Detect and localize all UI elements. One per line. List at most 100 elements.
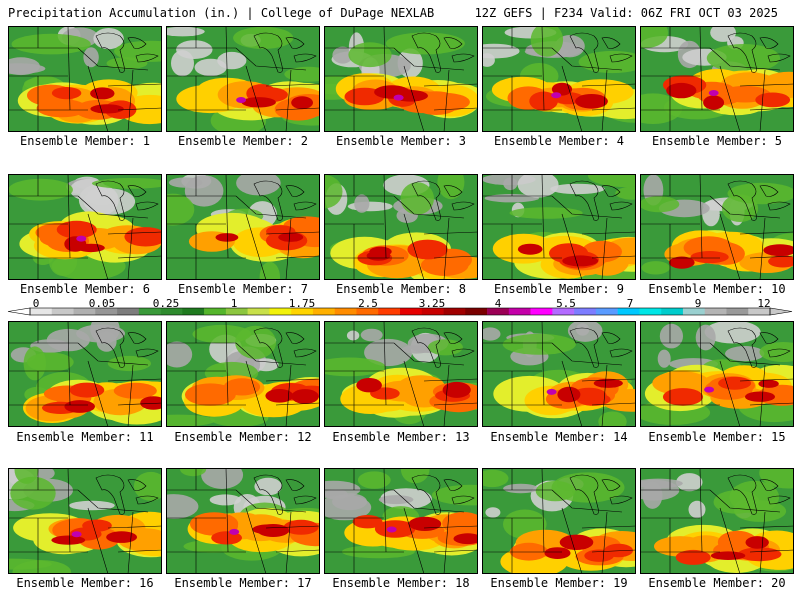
- colorbar-swatch: [160, 308, 183, 315]
- member-label: Ensemble Member: 8: [335, 282, 467, 296]
- ensemble-map-17: [166, 468, 320, 574]
- member-label: Ensemble Member: 15: [648, 430, 786, 444]
- state-borders: [8, 174, 162, 280]
- member-label: Ensemble Member: 19: [490, 576, 628, 590]
- colorbar-swatch: [530, 308, 553, 315]
- colorbar-swatch: [639, 308, 662, 315]
- colorbar-swatch: [661, 308, 684, 315]
- ensemble-map-9: [482, 174, 636, 280]
- member-label: Ensemble Member: 9: [493, 282, 625, 296]
- member-label: Ensemble Member: 5: [651, 134, 783, 148]
- member-label: Ensemble Member: 2: [177, 134, 309, 148]
- ensemble-map-6: [8, 174, 162, 280]
- colorbar-swatch: [312, 308, 335, 315]
- ensemble-map-11: [8, 321, 162, 427]
- colorbar-swatch: [378, 308, 401, 315]
- colorbar-tick-label: 9: [694, 297, 702, 310]
- colorbar-swatch: [356, 308, 379, 315]
- ensemble-map-2: [166, 26, 320, 132]
- colorbar-swatch: [182, 308, 205, 315]
- chart-title: Precipitation Accumulation (in.) | Colle…: [8, 6, 435, 20]
- member-label: Ensemble Member: 7: [177, 282, 309, 296]
- member-label: Ensemble Member: 14: [490, 430, 628, 444]
- colorbar-swatch: [51, 308, 74, 315]
- ensemble-map-15: [640, 321, 794, 427]
- colorbar-tick-label: 4: [494, 297, 502, 310]
- run-valid-time: 12Z GEFS | F234 Valid: 06Z FRI OCT 03 20…: [474, 6, 778, 20]
- state-borders: [166, 468, 320, 574]
- colorbar-swatch: [443, 308, 466, 315]
- member-label: Ensemble Member: 3: [335, 134, 467, 148]
- state-borders: [8, 321, 162, 427]
- colorbar-tick-label: 12: [757, 297, 771, 310]
- member-label: Ensemble Member: 1: [19, 134, 151, 148]
- ensemble-map-13: [324, 321, 478, 427]
- state-borders: [482, 468, 636, 574]
- colorbar-swatch: [465, 308, 488, 315]
- state-borders: [324, 468, 478, 574]
- colorbar-tick-label: 5.5: [556, 297, 576, 310]
- state-borders: [640, 468, 794, 574]
- member-label: Ensemble Member: 12: [174, 430, 312, 444]
- ensemble-map-16: [8, 468, 162, 574]
- state-borders: [482, 26, 636, 132]
- colorbar-swatch: [748, 308, 771, 315]
- colorbar-tick-label: 1.75: [288, 297, 316, 310]
- colorbar-tick-label: 0: [32, 297, 40, 310]
- colorbar-swatch: [117, 308, 140, 315]
- ensemble-map-4: [482, 26, 636, 132]
- state-borders: [8, 468, 162, 574]
- colorbar-swatch: [682, 308, 705, 315]
- colorbar-swatch: [508, 308, 531, 315]
- colorbar-tick-label: 2.5: [358, 297, 378, 310]
- colorbar-swatch: [400, 308, 423, 315]
- state-borders: [482, 174, 636, 280]
- state-borders: [166, 26, 320, 132]
- state-borders: [640, 174, 794, 280]
- ensemble-map-5: [640, 26, 794, 132]
- colorbar-swatch: [487, 308, 510, 315]
- ensemble-map-10: [640, 174, 794, 280]
- colorbar-swatch: [247, 308, 270, 315]
- state-borders: [324, 26, 478, 132]
- colorbar-tick-label: 7: [626, 297, 634, 310]
- member-label: Ensemble Member: 10: [648, 282, 786, 296]
- ensemble-map-7: [166, 174, 320, 280]
- colorbar-swatch: [334, 308, 357, 315]
- colorbar-swatch: [704, 308, 727, 315]
- state-borders: [324, 174, 478, 280]
- state-borders: [482, 321, 636, 427]
- colorbar-swatch: [574, 308, 597, 315]
- colorbar-swatch: [138, 308, 161, 315]
- colorbar-tick-label: 0.25: [152, 297, 180, 310]
- colorbar-swatch: [617, 308, 640, 315]
- ensemble-map-19: [482, 468, 636, 574]
- colorbar-tick-label: 1: [230, 297, 238, 310]
- member-label: Ensemble Member: 17: [174, 576, 312, 590]
- ensemble-map-12: [166, 321, 320, 427]
- ensemble-map-1: [8, 26, 162, 132]
- colorbar-swatch: [726, 308, 749, 315]
- colorbar-swatch: [204, 308, 227, 315]
- ensemble-map-14: [482, 321, 636, 427]
- member-label: Ensemble Member: 16: [16, 576, 154, 590]
- colorbar-swatch: [30, 308, 53, 315]
- colorbar-tick-label: 3.25: [418, 297, 446, 310]
- colorbar-swatch: [595, 308, 618, 315]
- member-label: Ensemble Member: 13: [332, 430, 470, 444]
- colorbar-swatch: [73, 308, 96, 315]
- colorbar-swatch: [225, 308, 248, 315]
- member-label: Ensemble Member: 6: [19, 282, 151, 296]
- ensemble-map-18: [324, 468, 478, 574]
- colorbar-tick-label: 0.05: [88, 297, 116, 310]
- ensemble-map-3: [324, 26, 478, 132]
- colorbar-swatch: [95, 308, 118, 315]
- colorbar-swatch: [421, 308, 444, 315]
- colorbar-swatch: [552, 308, 575, 315]
- precip-colorbar: [7, 307, 793, 316]
- member-label: Ensemble Member: 20: [648, 576, 786, 590]
- state-borders: [166, 174, 320, 280]
- ensemble-map-20: [640, 468, 794, 574]
- state-borders: [324, 321, 478, 427]
- state-borders: [8, 26, 162, 132]
